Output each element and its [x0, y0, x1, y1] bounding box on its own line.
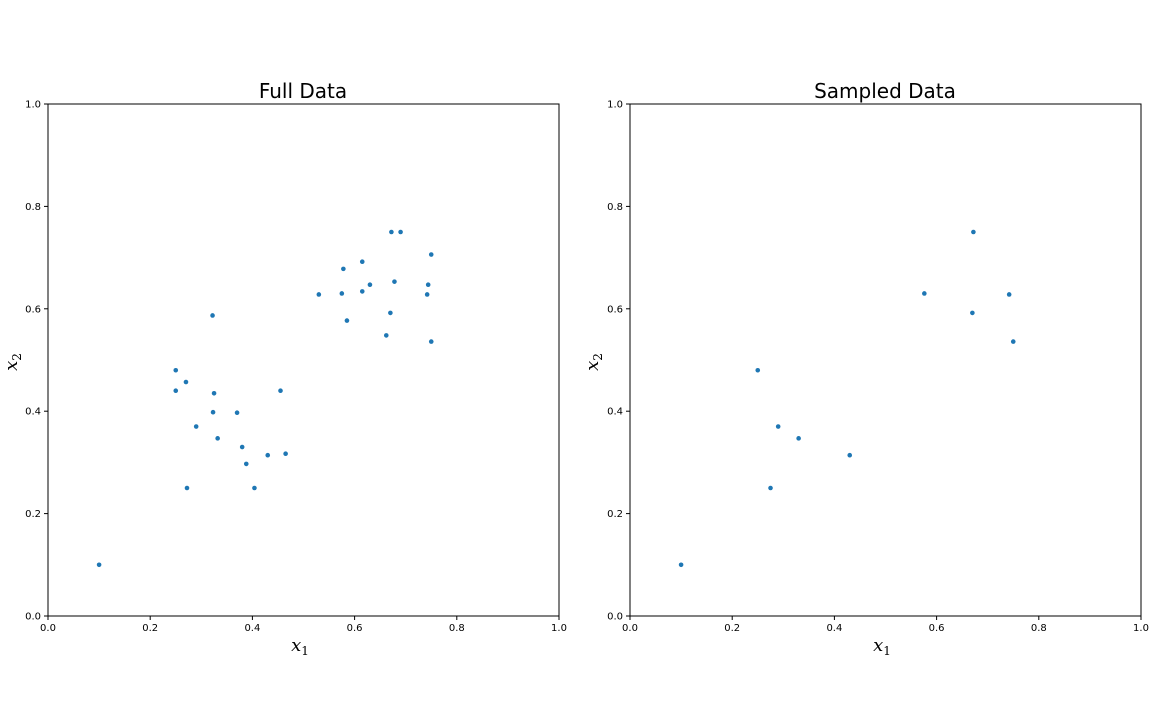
y-tick-label: 1.0	[25, 100, 41, 111]
chart-title-sampled: Sampled Data	[814, 79, 956, 103]
data-point	[1010, 339, 1016, 344]
data-point	[424, 292, 430, 297]
data-point	[971, 229, 976, 235]
x-axis-label-sampled: x1	[873, 635, 891, 658]
data-point	[278, 388, 283, 394]
data-point	[243, 461, 249, 467]
y-axis-label-full: x2	[1, 353, 24, 371]
y-tick-label: 0.8	[25, 202, 41, 213]
data-point	[234, 410, 240, 416]
data-point	[383, 333, 389, 338]
x-tick-label: 0.6	[929, 623, 945, 634]
data-point	[184, 485, 190, 491]
data-point	[210, 313, 215, 318]
data-point	[210, 409, 216, 415]
data-point	[428, 339, 434, 344]
y-tick-label: 0.2	[25, 509, 41, 520]
x-tick-label: 0.6	[347, 623, 363, 634]
y-tick-label: 0.0	[25, 612, 41, 623]
plot-area-full	[47, 103, 560, 617]
data-point	[389, 229, 394, 235]
x-tick-label: 0.2	[142, 623, 158, 634]
y-tick-label: 0.4	[25, 407, 41, 418]
data-point	[796, 436, 801, 441]
data-point	[252, 485, 257, 491]
data-point	[922, 291, 927, 296]
x-ticks-full: 0.0 0.2 0.4 0.6 0.8 1.0	[40, 616, 567, 634]
y-axis-label-sampled: x2	[582, 353, 605, 371]
y-tick-label: 0.6	[25, 304, 41, 315]
chart-title-full: Full Data	[259, 79, 347, 103]
data-point	[678, 562, 684, 568]
x-ticks-sampled: 0.0 0.2 0.4 0.6 0.8 1.0	[622, 616, 1149, 634]
data-point	[193, 424, 199, 429]
data-point	[211, 390, 217, 396]
data-point	[970, 310, 975, 316]
data-point	[398, 229, 403, 235]
x-tick-label: 0.4	[826, 623, 842, 634]
data-point	[425, 282, 431, 288]
x-tick-label: 0.8	[1031, 623, 1047, 634]
data-point	[215, 436, 220, 441]
points-full	[96, 229, 434, 568]
y-tick-label: 1.0	[607, 100, 623, 111]
data-point	[428, 252, 434, 257]
data-point	[283, 451, 288, 456]
data-point	[341, 266, 346, 272]
data-point	[339, 291, 345, 296]
panel-sampled-data: Sampled Data 0.0 0.2 0.4 0.6 0.8 1.0 0.00.20.…	[582, 79, 1149, 658]
data-point	[755, 367, 761, 373]
x-tick-label: 1.0	[1133, 623, 1149, 634]
x-tick-label: 0.0	[622, 623, 638, 634]
y-tick-label: 0.6	[607, 304, 623, 315]
x-tick-label: 0.0	[40, 623, 56, 634]
data-point	[367, 282, 373, 288]
x-tick-label: 1.0	[551, 623, 567, 634]
data-point	[344, 318, 350, 323]
data-point	[847, 452, 853, 458]
data-point	[768, 485, 773, 491]
y-tick-label: 0.8	[607, 202, 623, 213]
plot-area-sampled	[629, 103, 1142, 617]
data-point	[183, 379, 189, 385]
data-point	[173, 388, 179, 394]
points-sampled	[678, 229, 1016, 568]
data-point	[1006, 292, 1012, 297]
data-point	[392, 279, 397, 284]
data-point	[265, 452, 271, 458]
x-axis-label-full: x1	[291, 635, 309, 658]
y-tick-label: 0.4	[607, 407, 623, 418]
x-tick-label: 0.8	[449, 623, 465, 634]
y-ticks-full: 0.0 0.2 0.4 0.6 0.8 1.0	[25, 100, 48, 623]
x-tick-label: 0.4	[244, 623, 260, 634]
y-ticks-sampled: 0.0 0.2 0.4 0.6 0.8 1.0	[607, 100, 630, 623]
data-point	[388, 310, 393, 316]
data-point	[316, 292, 322, 297]
data-point	[775, 424, 781, 429]
data-point	[173, 367, 179, 373]
y-tick-label: 0.0	[607, 612, 623, 623]
panel-full-data: Full Data 0.0 0.2 0.4 0.6 0.8 1.0 0.00.20.40.…	[1, 79, 567, 658]
data-point	[96, 562, 102, 568]
data-point	[359, 259, 365, 264]
data-point	[239, 444, 245, 450]
x-tick-label: 0.2	[724, 623, 740, 634]
y-tick-label: 0.2	[607, 509, 623, 520]
data-point	[359, 289, 365, 294]
